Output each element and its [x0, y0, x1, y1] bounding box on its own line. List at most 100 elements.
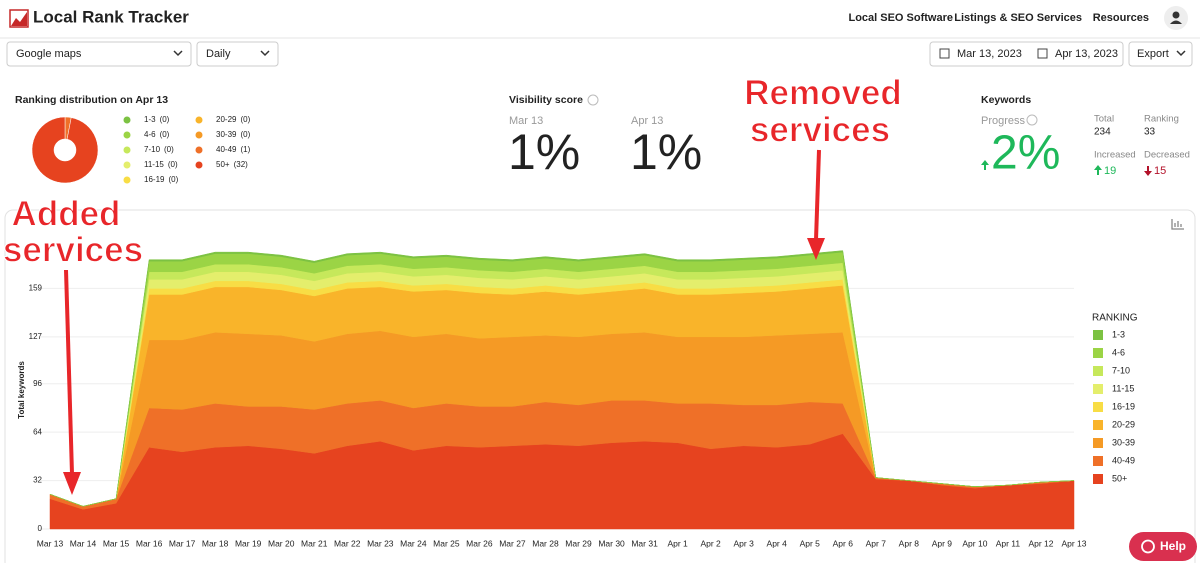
legend-label: 11-15: [144, 160, 164, 169]
legend-swatch: [1093, 330, 1103, 340]
legend-dot: [195, 146, 203, 154]
visibility-from-value: 1%: [508, 124, 580, 180]
legend-count: (0): [160, 115, 170, 124]
legend-swatch: [1093, 366, 1103, 376]
legend-count: (0): [240, 115, 250, 124]
date-from[interactable]: Mar 13, 2023: [957, 48, 1022, 60]
total-label: Total: [1094, 114, 1114, 125]
legend-swatch: [1093, 348, 1103, 358]
legend-title: RANKING: [1092, 313, 1138, 324]
legend-label: 7-10: [144, 145, 161, 154]
x-tick-label: Mar 28: [532, 538, 559, 548]
legend-dot: [123, 176, 131, 184]
legend-label: 20-29: [1112, 419, 1135, 429]
info-icon[interactable]: [587, 94, 599, 106]
annotation-arrow: [814, 149, 821, 241]
legend-swatch: [1093, 384, 1103, 394]
x-tick-label: Mar 14: [70, 538, 97, 548]
legend-label: 20-29: [216, 115, 237, 124]
x-tick-label: Mar 26: [466, 538, 493, 548]
legend-item: 4-6 (0): [144, 130, 170, 139]
nav-link[interactable]: Local SEO Software: [848, 12, 953, 24]
y-tick-label: 96: [33, 379, 42, 388]
legend-count: (0): [168, 175, 178, 184]
legend-item: 16-19 (0): [144, 175, 179, 184]
help-button[interactable]: Help: [1129, 532, 1197, 561]
legend-swatch: [1093, 420, 1103, 430]
x-tick-label: Apr 10: [962, 538, 987, 548]
legend-count: (1): [240, 145, 250, 154]
chart-icon: [1171, 219, 1184, 230]
legend-count: (0): [164, 145, 174, 154]
date-to[interactable]: Apr 13, 2023: [1055, 48, 1118, 60]
up-arrow-icon: [1094, 165, 1102, 175]
legend-dot: [195, 161, 203, 169]
help-icon: [1141, 539, 1155, 554]
legend-dot: [123, 131, 131, 139]
chart-type-icon[interactable]: [1171, 219, 1184, 230]
x-tick-label: Apr 3: [734, 538, 755, 548]
x-tick-label: Mar 25: [433, 538, 460, 548]
help-bg: [1129, 532, 1197, 561]
legend-label: 30-39: [1112, 437, 1135, 447]
legend-dot: [195, 131, 203, 139]
legend-label: 16-19: [144, 175, 165, 184]
x-tick-label: Apr 5: [800, 538, 821, 548]
x-tick-label: Mar 18: [202, 538, 229, 548]
x-tick-label: Mar 15: [103, 538, 130, 548]
chevron: [173, 50, 183, 57]
nav-link[interactable]: Listings & SEO Services: [954, 12, 1082, 24]
x-tick-label: Apr 12: [1028, 538, 1053, 548]
user-avatar[interactable]: [1164, 6, 1188, 30]
legend-label: 4-6: [144, 130, 156, 139]
app-title[interactable]: Local Rank Tracker: [33, 7, 189, 26]
legend-item: 40-49 (1): [216, 145, 251, 154]
ranking-label: Ranking: [1144, 114, 1179, 125]
legend: 1-3 4-6 7-10 11-15 16-19 20-29 30-39 40-49 50+: [1093, 329, 1135, 484]
x-tick-label: Mar 19: [235, 538, 262, 548]
chevron: [260, 50, 270, 57]
nav-link[interactable]: Resources: [1093, 12, 1149, 24]
increased-value: 19: [1104, 165, 1116, 177]
decreased-value: 15: [1154, 165, 1166, 177]
logo[interactable]: [9, 9, 29, 28]
logo-icon: [11, 12, 27, 26]
legend-item: 20-29 (0): [216, 115, 251, 124]
x-tick-label: Mar 31: [631, 538, 658, 548]
x-tick-label: Mar 30: [598, 538, 625, 548]
annotation-arrow: [64, 269, 74, 475]
y-tick-label: 127: [29, 332, 43, 341]
x-tick-label: Mar 22: [334, 538, 361, 548]
source-select[interactable]: [6, 41, 192, 67]
annotation-text: services: [750, 110, 890, 149]
legend-item: 30-39 (0): [216, 130, 251, 139]
info-icon[interactable]: [1026, 114, 1038, 126]
total-value: 234: [1094, 127, 1111, 138]
legend-label: 16-19: [1112, 401, 1135, 411]
x-tick-label: Mar 27: [499, 538, 526, 548]
date-range[interactable]: [929, 41, 1124, 67]
x-tick-label: Apr 11: [996, 538, 1021, 548]
legend-swatch: [1093, 402, 1103, 412]
x-tick-label: Apr 6: [833, 538, 854, 548]
annotation-text: Added: [12, 194, 121, 233]
progress-value: 2%: [991, 127, 1060, 180]
legend-label: 50+: [216, 160, 230, 169]
visibility-from-label: Mar 13: [509, 115, 543, 127]
visibility-to-value: 1%: [630, 124, 702, 180]
x-tick-label: Mar 23: [367, 538, 394, 548]
interval-select[interactable]: [196, 41, 279, 67]
x-tick-label: Apr 2: [700, 538, 721, 548]
legend-item: 11-15 (0): [144, 160, 178, 169]
legend-item: 1-3 (0): [144, 115, 170, 124]
legend-item: 7-10 (0): [144, 145, 174, 154]
annotation-text: services: [3, 230, 143, 269]
x-tick-label: Apr 7: [866, 538, 887, 548]
legend-label: 50+: [1112, 473, 1127, 483]
distribution-title: Ranking distribution on Apr 13: [15, 94, 168, 106]
decreased-label: Decreased: [1144, 150, 1190, 161]
legend-label: 11-15: [1112, 383, 1134, 393]
legend-dot: [123, 146, 131, 154]
export-button[interactable]: [1128, 41, 1193, 67]
